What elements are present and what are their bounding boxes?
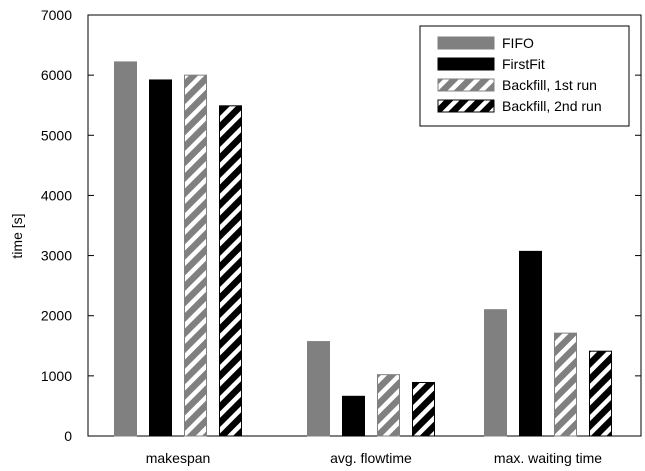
legend-swatch — [437, 99, 495, 113]
x-tick-label: max. waiting time — [494, 450, 602, 466]
y-tick-label: 1000 — [41, 368, 72, 384]
y-tick-label: 4000 — [41, 187, 72, 203]
bar — [184, 74, 207, 437]
bar — [589, 350, 612, 437]
y-tick-label: 6000 — [41, 67, 72, 83]
y-tick-label: 0 — [64, 428, 72, 444]
bar — [219, 105, 242, 437]
bar — [519, 250, 542, 437]
bar — [412, 381, 435, 437]
legend-label: Backfill, 1st run — [502, 77, 597, 93]
y-tick-label: 3000 — [41, 248, 72, 264]
legend-label: FIFO — [502, 35, 534, 51]
legend-label: FirstFit — [502, 56, 545, 72]
axes: 0 1000 2000 3000 4000 5000 6000 7000 makespan avg… — [41, 7, 641, 466]
bar — [377, 374, 400, 437]
y-tick-label: 5000 — [41, 127, 72, 143]
y-tick-label: 2000 — [41, 308, 72, 324]
legend: FIFO FirstFit Backfill, 1st run Backfill, 2… — [419, 25, 630, 127]
x-tick-label: makespan — [146, 450, 211, 466]
bar — [307, 341, 330, 437]
bar — [149, 79, 172, 437]
bar — [114, 61, 137, 437]
y-axis-title: time [s] — [9, 213, 25, 258]
legend-swatch — [437, 36, 495, 50]
y-tick-label: 7000 — [41, 7, 72, 23]
x-tick-label: avg. flowtime — [330, 450, 412, 466]
bars — [114, 61, 612, 437]
legend-swatch — [437, 57, 495, 71]
bar — [554, 332, 577, 437]
bar — [342, 395, 365, 437]
legend-label: Backfill, 2nd run — [502, 98, 602, 114]
bar — [484, 309, 507, 437]
legend-swatch — [437, 78, 495, 92]
